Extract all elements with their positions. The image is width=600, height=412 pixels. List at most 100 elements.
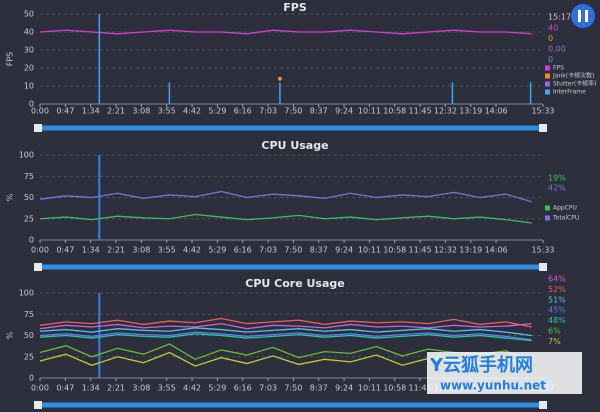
y-tick-label: 50 [24, 193, 34, 202]
chart-title: CPU Core Usage [245, 277, 344, 290]
x-tick-label: 3:55 [158, 246, 176, 255]
legend-label: Stutter(卡顿率) [553, 80, 597, 88]
series-line [39, 327, 532, 337]
x-tick-label: 0:00 [31, 107, 49, 116]
y-tick-label: 0 [29, 374, 34, 383]
x-tick-label: 7:03 [259, 107, 277, 116]
latest-value: 7% [548, 337, 561, 346]
legend-label: InterFrame [553, 89, 586, 96]
x-tick-label: 1:34 [82, 246, 100, 255]
x-tick-label: 6:16 [234, 107, 252, 116]
x-tick-label: 11:45 [409, 384, 432, 393]
slider-handle [539, 124, 547, 132]
x-tick-label: 7:03 [259, 384, 277, 393]
x-tick-label: 9:24 [335, 384, 353, 393]
slider-handle [34, 401, 42, 409]
y-tick-label: 0 [29, 236, 34, 245]
x-tick-label: 5:29 [208, 246, 226, 255]
x-tick-label: 0:47 [56, 384, 74, 393]
x-tick-label: 10:58 [383, 107, 406, 116]
x-tick-label: 13:19 [459, 246, 482, 255]
x-tick-label: 3:55 [158, 384, 176, 393]
x-tick-label: 6:16 [234, 246, 252, 255]
legend-label: AppCPU [553, 205, 577, 212]
x-tick-label: 0:00 [31, 246, 49, 255]
x-tick-label: 10:11 [358, 246, 381, 255]
legend-swatch [545, 215, 550, 221]
x-tick-label: 0:00 [31, 384, 49, 393]
x-tick-label: 5:29 [208, 384, 226, 393]
x-tick-label: 0:47 [56, 246, 74, 255]
x-tick-label: 14:06 [485, 246, 508, 255]
chart-title: CPU Usage [261, 139, 328, 152]
x-tick-label: 2:21 [107, 384, 125, 393]
x-tick-label: 1:34 [82, 107, 100, 116]
x-tick-label: 2:21 [107, 246, 125, 255]
latest-value: 42% [548, 184, 566, 193]
y-tick-label: 40 [24, 28, 34, 37]
legend-swatch [545, 73, 550, 79]
x-tick-label: 14:06 [485, 107, 508, 116]
slider-track [36, 125, 543, 131]
x-tick-label: 6:16 [234, 384, 252, 393]
x-tick-label: 10:58 [383, 384, 406, 393]
x-tick-label: 11:45 [409, 107, 432, 116]
legend-swatch [545, 89, 550, 95]
y-axis-label: % [6, 331, 15, 339]
y-tick-label: 50 [24, 331, 34, 340]
latest-value: 19% [548, 174, 566, 183]
pause-icon [585, 10, 588, 22]
watermark-title: Y云狐手机网 [429, 354, 533, 376]
x-tick-label: 11:45 [409, 246, 432, 255]
legend-swatch [545, 65, 550, 71]
latest-value: 52% [548, 285, 566, 294]
y-tick-label: 10 [24, 82, 34, 91]
x-tick-label: 12:32 [434, 107, 457, 116]
y-axis-label: FPS [6, 52, 15, 67]
x-tick-label: 10:11 [358, 384, 381, 393]
legend-label: TotalCPU [552, 215, 579, 222]
slider-handle [34, 263, 42, 271]
pause-button[interactable] [571, 4, 595, 28]
series-line [39, 331, 532, 341]
slider-handle [34, 124, 42, 132]
x-tick-label: 3:08 [132, 107, 150, 116]
x-tick-label: 7:50 [284, 107, 302, 116]
y-tick-label: 100 [19, 151, 34, 160]
y-tick-label: 75 [24, 310, 34, 319]
x-tick-label: 10:11 [358, 107, 381, 116]
latest-value: 0 [548, 55, 553, 64]
y-tick-label: 50 [24, 10, 34, 19]
y-tick-label: 100 [19, 289, 34, 298]
x-tick-label: 4:42 [183, 246, 201, 255]
latest-value: 0.00 [548, 45, 566, 54]
legend-swatch [545, 205, 550, 211]
y-tick-label: 30 [24, 46, 34, 55]
x-tick-label: 8:37 [310, 384, 328, 393]
series-line [39, 213, 532, 224]
x-tick-label: 8:37 [310, 246, 328, 255]
y-tick-label: 25 [24, 214, 34, 223]
series-line [39, 29, 532, 35]
watermark-url: www.yunhu.net [440, 379, 546, 393]
chart-title: FPS [283, 1, 307, 14]
x-tick-label: 9:24 [335, 107, 353, 116]
slider-track [36, 264, 543, 270]
y-tick-label: 75 [24, 172, 34, 181]
x-tick-label: 8:37 [310, 107, 328, 116]
x-tick-label: 9:24 [335, 246, 353, 255]
x-tick-label: 5:29 [208, 107, 226, 116]
pause-icon [578, 10, 581, 22]
x-tick-label: 15:33 [531, 246, 554, 255]
legend-label: FPS [553, 65, 564, 72]
x-tick-label: 4:42 [183, 384, 201, 393]
series-line [39, 190, 532, 203]
latest-value: 51% [548, 295, 566, 304]
latest-value: 45% [548, 306, 566, 315]
series-line [39, 322, 532, 330]
x-tick-label: 4:42 [183, 107, 201, 116]
x-tick-label: 1:34 [82, 384, 100, 393]
series-line [39, 317, 532, 328]
